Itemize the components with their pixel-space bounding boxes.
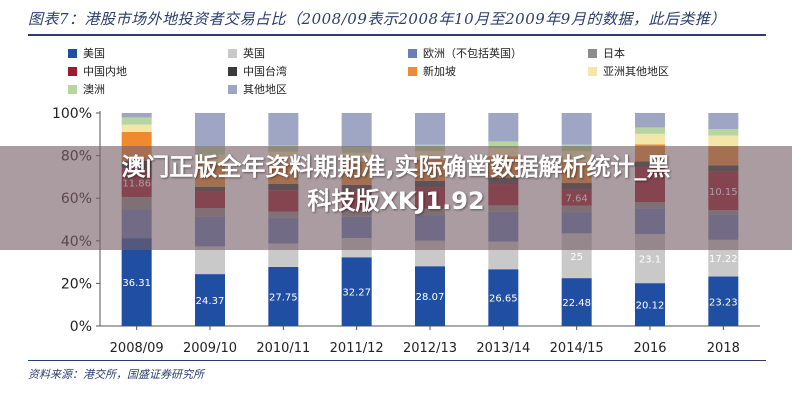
x-tick-label: 2018 (707, 341, 740, 356)
legend: 美国 英国 欧洲（不包括英国） 日本中国内地 中国台湾 新加坡 亚洲其他地区澳洲 其他地区 (68, 45, 768, 105)
bar-segment-0 (561, 278, 592, 326)
x-tick-label: 2010/11 (256, 341, 310, 356)
bar-segment-8 (121, 117, 152, 125)
source-note: 资料来源：港交所，国盛证券研究所 (28, 368, 204, 381)
legend-item: 日本 (588, 45, 625, 61)
data-label: 27.75 (269, 292, 298, 303)
legend-label: 中国台湾 (243, 65, 287, 78)
legend-swatch (68, 84, 77, 94)
bar-segment-9 (635, 113, 665, 128)
bar-segment-0 (488, 269, 519, 326)
x-tick-label: 2013/14 (476, 341, 530, 356)
data-label: 17.22 (709, 254, 738, 265)
bar-segment-9 (268, 113, 299, 146)
data-label: 20.12 (636, 301, 665, 312)
legend-label: 美国 (83, 47, 105, 60)
data-label: 26.65 (489, 294, 518, 305)
legend-label: 其他地区 (243, 83, 287, 96)
legend-item: 亚洲其他地区 (588, 63, 669, 79)
legend-swatch (228, 48, 237, 58)
watermark-line-2: 科技版XKJ1.92 (307, 187, 485, 215)
legend-label: 英国 (243, 47, 265, 60)
legend-label: 欧洲（不包括英国） (423, 47, 522, 60)
bar-segment-0 (341, 257, 372, 326)
legend-item: 澳洲 (68, 81, 105, 97)
bar-segment-9 (708, 113, 739, 130)
bar-segment-9 (561, 113, 592, 145)
legend-swatch (68, 66, 77, 76)
y-tick-label: 100% (52, 106, 92, 122)
legend-swatch (408, 48, 417, 58)
y-tick-label: 0% (70, 319, 92, 335)
watermark-text: 澳门正版全年资料期期准,实际确凿数据解析统计_黑 科技版XKJ1.92 (0, 150, 792, 218)
legend-swatch (68, 48, 77, 58)
bar-segment-7 (635, 133, 665, 145)
legend-item: 美国 (68, 45, 105, 61)
bar-segment-0 (635, 283, 665, 326)
legend-label: 亚洲其他地区 (603, 65, 669, 78)
data-label: 28.07 (416, 292, 445, 303)
legend-label: 澳洲 (83, 83, 105, 96)
bar-segment-1 (195, 246, 225, 275)
x-tick-label: 2009/10 (183, 341, 237, 356)
legend-item: 中国内地 (68, 63, 127, 79)
bar-segment-0 (121, 238, 152, 326)
legend-label: 中国内地 (83, 65, 127, 78)
legend-item: 新加坡 (408, 63, 456, 79)
bar-segment-9 (341, 113, 372, 147)
legend-swatch (588, 66, 597, 76)
legend-item: 欧洲（不包括英国） (408, 45, 522, 61)
bar-segment-7 (121, 124, 152, 132)
y-tick-label: 20% (61, 276, 92, 292)
bar-segment-0 (268, 266, 299, 326)
bar-segment-0 (195, 274, 225, 326)
data-label: 36.31 (122, 278, 151, 289)
legend-item: 中国台湾 (228, 63, 287, 79)
watermark-band (0, 146, 792, 250)
bar-segment-0 (708, 276, 739, 326)
data-label: 32.27 (342, 288, 371, 299)
legend-item: 其他地区 (228, 81, 287, 97)
x-tick-label: 2012/13 (403, 341, 457, 356)
bar-segment-9 (121, 113, 152, 118)
x-tick-label: 2014/15 (550, 341, 604, 356)
legend-swatch (408, 66, 417, 76)
legend-label: 新加坡 (423, 65, 456, 78)
legend-item: 英国 (228, 45, 265, 61)
legend-swatch (588, 48, 597, 58)
data-label: 24.37 (196, 296, 225, 307)
bar-segment-8 (635, 127, 665, 134)
legend-swatch (228, 84, 237, 94)
data-label: 22.48 (562, 298, 591, 309)
data-label: 25 (570, 252, 583, 263)
bar-segment-0 (415, 266, 445, 326)
bar-segment-8 (488, 141, 519, 148)
x-tick-label: 2008/09 (110, 341, 164, 356)
data-label: 23.1 (639, 255, 661, 266)
chart-title: 图表7：港股市场外地投资者交易占比（2008/09表示2008年10月至2009… (28, 10, 726, 28)
watermark-line-1: 澳门正版全年资料期期准,实际确凿数据解析统计_黑 (121, 153, 671, 181)
bar-segment-9 (488, 113, 519, 142)
bar-segment-9 (195, 113, 225, 147)
data-label: 23.23 (709, 297, 738, 308)
x-tick-label: 2016 (633, 341, 666, 356)
bar-segment-8 (708, 129, 739, 136)
source-rule (28, 360, 766, 361)
title-rule (28, 34, 766, 36)
x-tick-label: 2011/12 (330, 341, 384, 356)
legend-swatch (228, 66, 237, 76)
bar-segment-7 (708, 135, 739, 147)
bar-segment-9 (415, 113, 445, 145)
legend-label: 日本 (603, 47, 625, 60)
